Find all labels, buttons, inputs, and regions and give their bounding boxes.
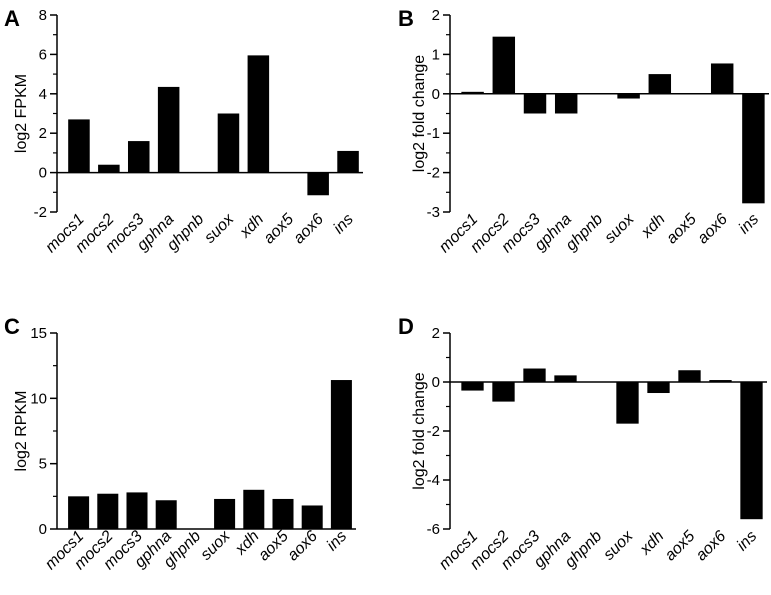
bar-mocs1 xyxy=(68,496,90,529)
bar-mocs2 xyxy=(492,36,516,94)
y-tick-label: 15 xyxy=(30,325,47,342)
bar-mocs1 xyxy=(68,119,90,173)
category-label-aox5: aox5 xyxy=(662,528,699,565)
bar-mocs2 xyxy=(97,493,119,529)
bar-aox5 xyxy=(272,498,294,529)
panel-letter-a: A xyxy=(4,6,20,31)
bar-aox6 xyxy=(709,380,732,382)
category-label-aox6: aox6 xyxy=(284,528,321,565)
y-axis-title: log2 FPKM xyxy=(13,74,30,153)
bar-mocs1 xyxy=(461,91,484,94)
y-tick-label: 5 xyxy=(39,456,47,473)
panel-letter-b: B xyxy=(398,6,414,31)
y-tick-label: -6 xyxy=(427,521,440,538)
bar-xdh xyxy=(647,382,670,394)
y-tick-label: 0 xyxy=(39,521,47,538)
category-label-suox: suox xyxy=(201,210,238,247)
category-label-ins: ins xyxy=(330,211,356,237)
bar-suox xyxy=(214,498,236,529)
bar-xdh xyxy=(243,489,265,529)
category-label-ins: ins xyxy=(734,528,760,554)
bar-ins xyxy=(330,380,352,529)
category-label-aox5: aox5 xyxy=(261,211,298,248)
bar-xdh xyxy=(648,74,672,94)
y-tick-label: 8 xyxy=(39,7,47,24)
y-tick-label: 0 xyxy=(432,374,440,391)
bar-mocs2 xyxy=(492,382,515,402)
y-tick-label: 2 xyxy=(432,325,440,342)
panel-letter-d: D xyxy=(398,314,414,339)
panel-letter-c: C xyxy=(4,314,20,339)
bar-gphna xyxy=(554,93,578,114)
bar-aox6 xyxy=(710,63,734,94)
category-label-aox6: aox6 xyxy=(693,528,730,565)
bar-gphna xyxy=(554,375,577,382)
category-label-suox: suox xyxy=(198,527,235,564)
category-label-aox5: aox5 xyxy=(663,211,700,248)
bar-ins xyxy=(337,150,359,173)
category-label-suox: suox xyxy=(602,210,639,247)
bar-suox xyxy=(616,382,639,424)
y-tick-label: 2 xyxy=(39,125,47,142)
bar-aox5 xyxy=(678,370,701,382)
bar-mocs3 xyxy=(523,368,546,382)
y-tick-label: -2 xyxy=(34,204,47,221)
panel-c: C 051015mocs1mocs2mocs3gphnaghpnbsuoxxdh… xyxy=(4,314,356,573)
bar-xdh xyxy=(247,55,270,173)
y-tick-label: 4 xyxy=(39,86,47,103)
y-axis-title: log2 fold change xyxy=(411,372,428,490)
bar-gphna xyxy=(155,500,177,529)
panel-b: B -3-2-1012mocs1mocs2mocs3gphnaghpnbsuox… xyxy=(398,6,769,256)
y-tick-label: 0 xyxy=(432,86,440,103)
bar-ins xyxy=(740,382,763,520)
y-axis-title: log2 RPKM xyxy=(13,391,30,472)
category-label-ins: ins xyxy=(736,211,762,237)
y-tick-label: 10 xyxy=(30,390,47,407)
category-label-ins: ins xyxy=(324,528,350,554)
category-label-aox5: aox5 xyxy=(255,528,292,565)
bar-aox6 xyxy=(307,172,329,196)
y-axis-title: log2 fold change xyxy=(411,55,428,173)
y-tick-label: 0 xyxy=(39,165,47,182)
y-tick-label: 6 xyxy=(39,46,47,63)
y-tick-label: 2 xyxy=(432,7,440,24)
bar-mocs3 xyxy=(523,93,547,114)
y-tick-label: 1 xyxy=(432,46,440,63)
bar-ins xyxy=(742,93,765,204)
bar-mocs3 xyxy=(127,141,150,173)
bar-mocs2 xyxy=(98,164,120,173)
bar-gphna xyxy=(157,86,180,173)
bar-mocs1 xyxy=(461,382,484,391)
category-label-suox: suox xyxy=(600,527,637,564)
bar-aox6 xyxy=(301,505,323,529)
category-label-aox6: aox6 xyxy=(694,211,731,248)
category-label-aox6: aox6 xyxy=(290,211,327,248)
bar-suox xyxy=(217,113,240,173)
bar-suox xyxy=(617,93,640,99)
y-tick-label: -1 xyxy=(427,125,440,142)
y-tick-label: -2 xyxy=(427,423,440,440)
y-tick-label: -2 xyxy=(427,165,440,182)
y-tick-label: -3 xyxy=(427,204,440,221)
y-tick-label: -4 xyxy=(427,472,440,489)
bar-mocs3 xyxy=(126,492,148,529)
